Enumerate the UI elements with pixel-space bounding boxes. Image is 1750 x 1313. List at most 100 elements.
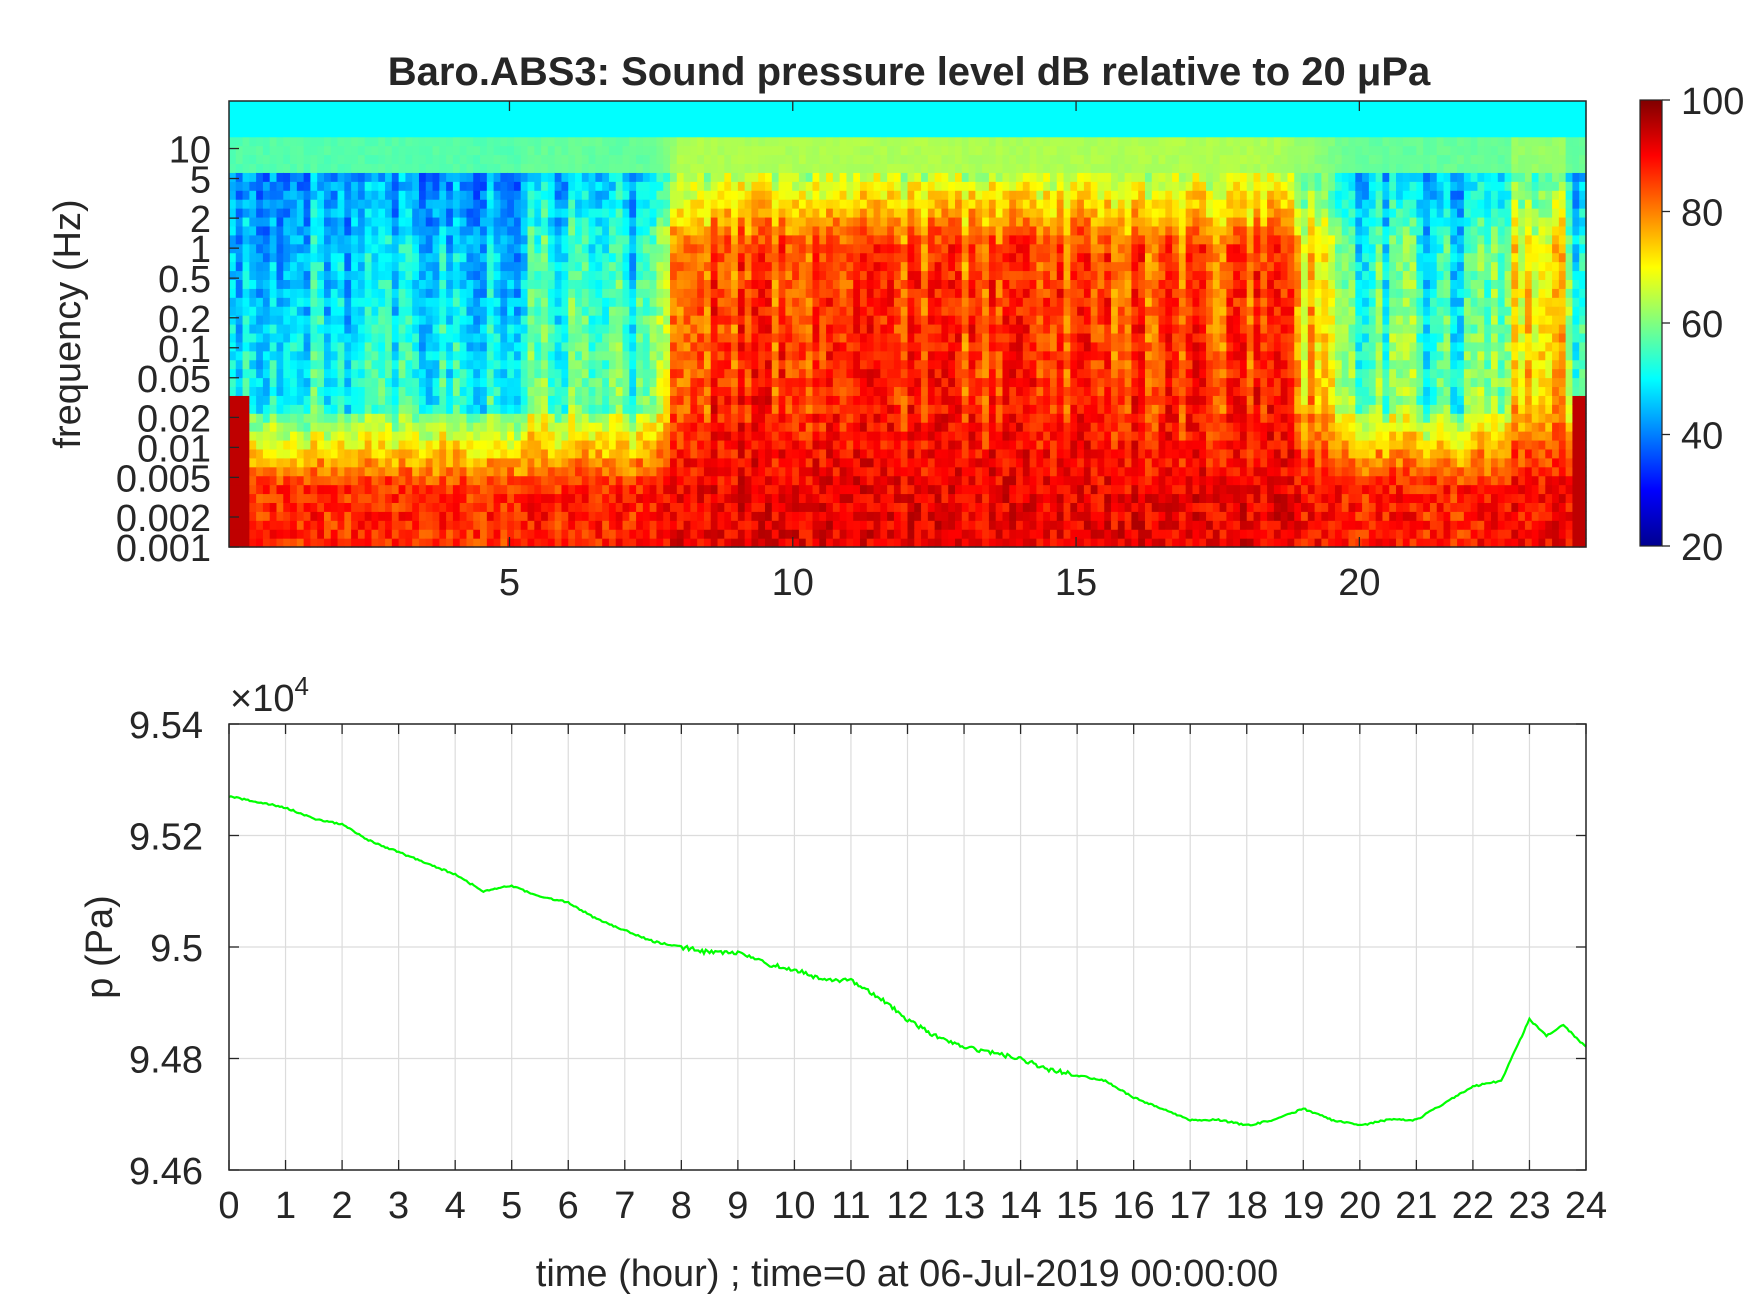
heat-cell [785, 163, 793, 173]
heat-cell [262, 252, 271, 263]
heat-cell [290, 190, 298, 200]
heat-cell [839, 109, 848, 120]
heat-cell [873, 386, 881, 396]
heat-cell [636, 502, 644, 512]
heat-cell [337, 350, 345, 361]
heat-cell [262, 145, 271, 156]
heat-cell [527, 475, 535, 486]
heat-cell [452, 252, 461, 263]
heat-cell [608, 216, 617, 227]
heat-cell [466, 359, 474, 370]
heat-cell [541, 529, 549, 539]
heat-cell [310, 127, 318, 138]
heat-cell [887, 181, 895, 191]
heat-cell [541, 466, 549, 477]
heat-cell [751, 190, 759, 200]
heat-cell [480, 422, 488, 432]
heat-cell [473, 448, 481, 459]
heat-cell [452, 306, 461, 316]
heat-cell [303, 439, 312, 450]
heat-cell [893, 306, 902, 316]
heat-cell [344, 190, 352, 200]
heat-cell [466, 101, 474, 111]
heat-cell [432, 109, 440, 120]
heat-cell [547, 145, 556, 156]
heat-cell [283, 109, 291, 120]
heat-cell [561, 404, 569, 414]
heat-cell [520, 199, 529, 209]
heat-cell [283, 297, 291, 307]
heat-cell [425, 145, 434, 156]
heat-cell [507, 288, 515, 298]
heat-cell [656, 190, 664, 200]
heat-cell [629, 315, 637, 325]
heat-cell [547, 439, 556, 450]
heat-cell [446, 457, 454, 468]
heat-cell [805, 359, 814, 370]
heat-cell [310, 439, 318, 450]
heat-cell [663, 538, 671, 548]
heat-cell [432, 368, 440, 379]
heat-cell [513, 225, 522, 236]
heat-cell [439, 208, 447, 218]
heat-cell [425, 457, 434, 468]
heat-cell [778, 288, 786, 298]
heat-cell [520, 368, 529, 379]
heat-cell [520, 466, 529, 477]
heat-cell [561, 359, 569, 370]
heat-cell [486, 475, 495, 486]
heat-cell [527, 341, 535, 352]
heat-cell [778, 225, 786, 236]
heat-cell [900, 493, 909, 503]
heat-cell [323, 101, 332, 111]
heat-cell [283, 181, 291, 191]
heat-cell [520, 181, 529, 191]
heat-cell [771, 208, 780, 218]
heat-cell [798, 538, 807, 548]
heat-cell [670, 199, 678, 209]
heat-cell [839, 395, 848, 405]
heat-cell [303, 216, 312, 227]
heat-cell [717, 538, 725, 548]
heat-cell [466, 386, 474, 396]
heat-cell [602, 136, 610, 147]
heat-cell [486, 279, 495, 289]
heat-cell [819, 118, 827, 129]
heat-cell [344, 538, 352, 548]
heat-cell [330, 413, 339, 423]
heat-cell [330, 484, 339, 495]
heat-cell [466, 493, 474, 503]
heat-cell [561, 208, 569, 218]
heat-cell [826, 163, 834, 173]
heat-cell [276, 395, 284, 405]
heat-cell [642, 395, 651, 405]
heat-cell [561, 422, 569, 432]
heat-cell [663, 368, 671, 379]
heat-cell [527, 386, 535, 396]
heat-cell [866, 225, 875, 236]
heat-cell [256, 511, 264, 521]
heat-cell [636, 386, 644, 396]
heat-cell [513, 502, 522, 512]
heat-cell [568, 511, 576, 521]
heat-cell [235, 315, 244, 325]
heat-cell [425, 493, 434, 503]
heat-cell [758, 288, 766, 298]
heat-cell [649, 243, 658, 254]
heat-cell [357, 422, 366, 432]
heat-cell [296, 208, 305, 218]
heat-cell [690, 261, 698, 272]
heat-cell [520, 315, 529, 325]
heat-cell [432, 413, 440, 423]
heat-cell [751, 181, 759, 191]
heat-cell [737, 422, 746, 432]
heat-cell [337, 306, 345, 316]
heat-cell [744, 315, 753, 325]
heat-cell [812, 101, 820, 111]
heat-cell [758, 243, 766, 254]
heat-cell [798, 234, 807, 245]
heat-cell [500, 163, 508, 173]
heat-cell [330, 475, 339, 486]
heat-cell [439, 404, 447, 414]
heat-cell [418, 529, 427, 539]
